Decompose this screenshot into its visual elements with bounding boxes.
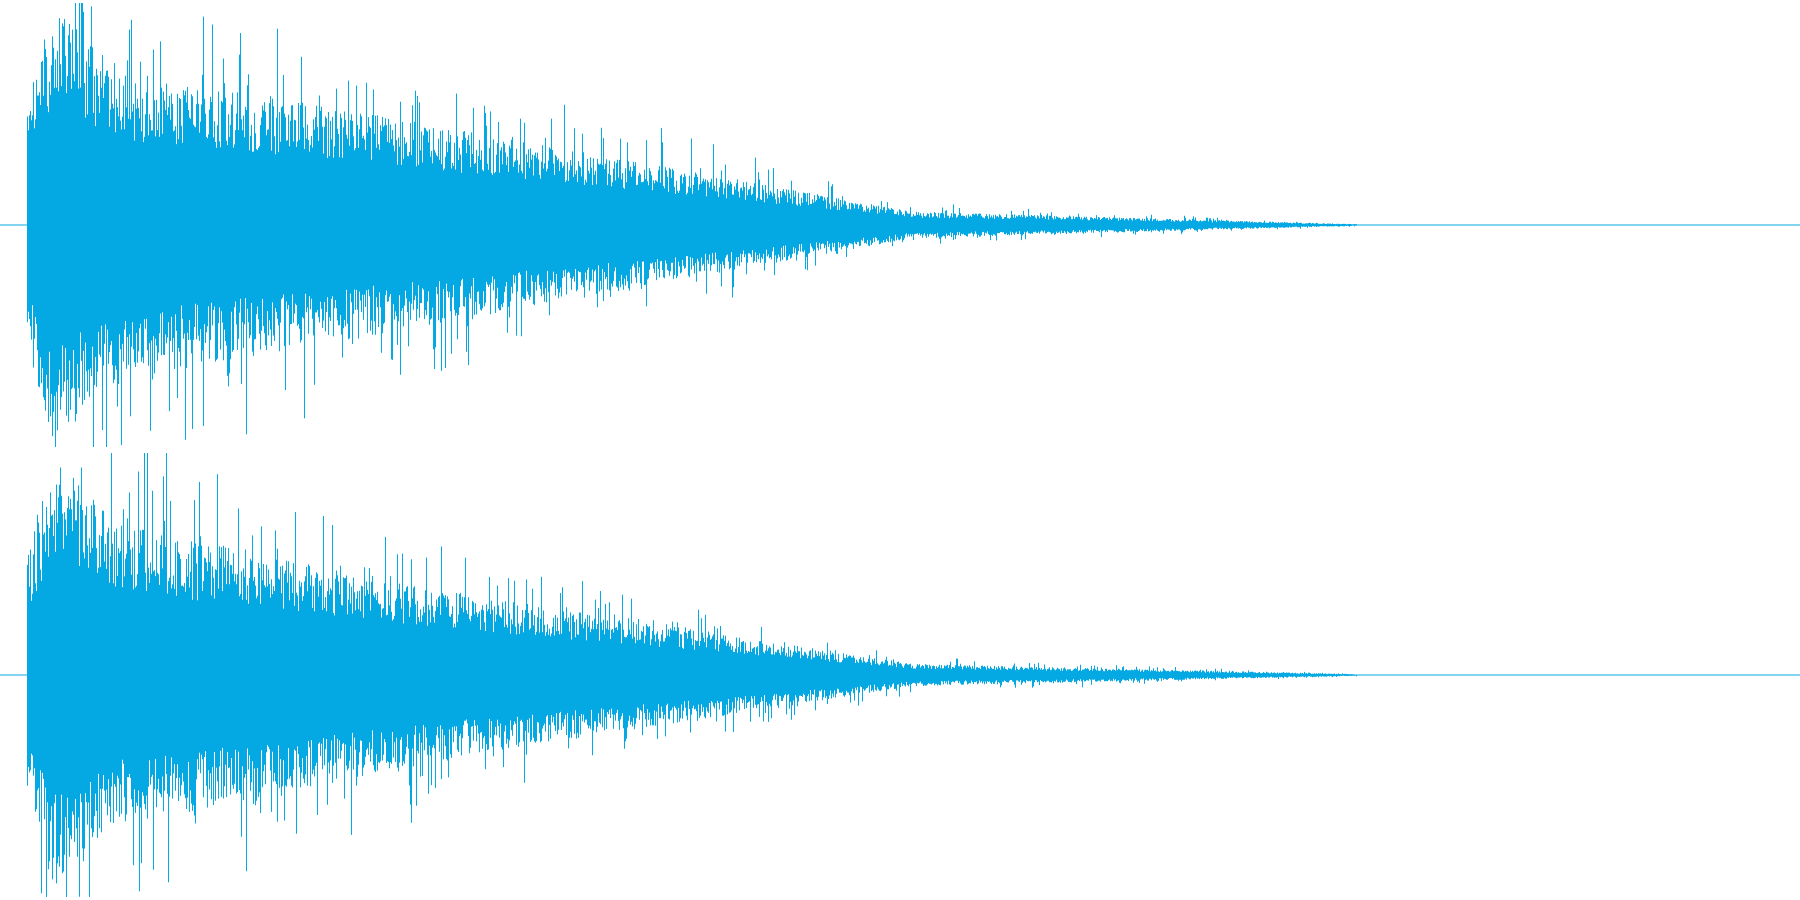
waveform-channel-2 (0, 453, 1800, 897)
channel-2-waveform (27, 453, 1800, 897)
channel-1-waveform (27, 3, 1800, 447)
waveform-channel-1 (0, 3, 1800, 447)
